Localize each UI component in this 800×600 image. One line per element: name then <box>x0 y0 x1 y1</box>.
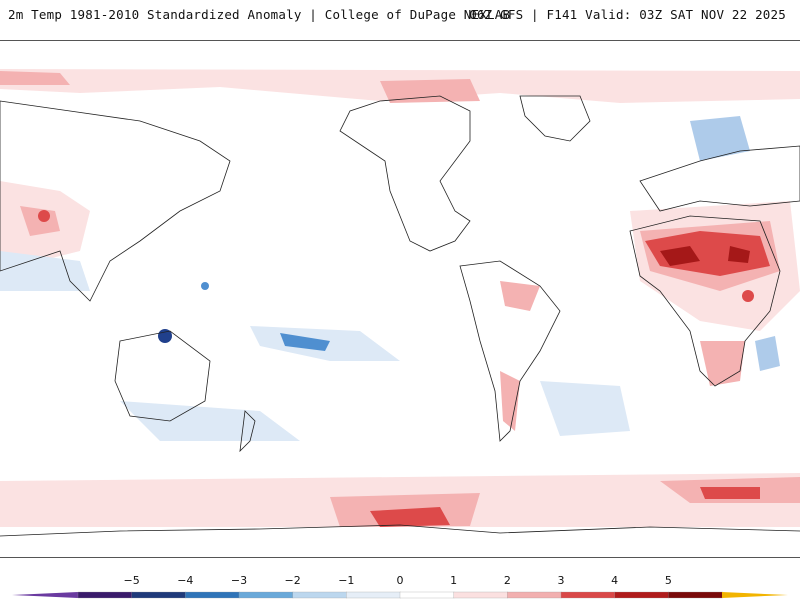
pacific-cold-spot <box>201 282 209 290</box>
colorbar-segment <box>131 591 186 599</box>
coastlines <box>0 95 800 537</box>
africa-outline <box>629 215 781 387</box>
colorbar-segment <box>614 591 669 599</box>
title-bar: 2m Temp 1981-2010 Standardized Anomaly |… <box>0 0 800 30</box>
anomaly-shading <box>0 69 800 527</box>
colorbar-low-arrow <box>12 592 78 598</box>
antarctic-hot <box>370 487 760 527</box>
indian-ocean-cold <box>0 251 90 291</box>
north-america-outline <box>339 95 471 252</box>
colorbar-segment <box>77 591 133 599</box>
arctic-warm-core <box>0 71 480 103</box>
patagonia-warm <box>500 371 520 431</box>
europe-outline <box>639 145 800 212</box>
map-canvas <box>0 69 800 537</box>
colorbar-tick-label: 0 <box>397 574 404 587</box>
colorbar-tick-label: −5 <box>124 574 140 587</box>
asia-outline <box>0 100 231 302</box>
asia-warm-core <box>20 206 60 236</box>
colorbar-tick-label: −3 <box>231 574 247 587</box>
atlantic-cold <box>540 381 630 436</box>
colorbar-tick-label: −2 <box>285 574 301 587</box>
map-title: 2m Temp 1981-2010 Standardized Anomaly |… <box>8 7 511 22</box>
antarctica-outline <box>0 524 800 537</box>
pacific-cold-3 <box>120 401 300 441</box>
colorbar-segment <box>560 591 616 599</box>
australia-outline <box>114 330 211 422</box>
south-america-warm <box>500 281 540 311</box>
colorbar-tick-label: −4 <box>177 574 193 587</box>
colorbar-segment <box>453 591 508 599</box>
colorbar-high-arrow <box>722 592 788 598</box>
colorbar-legend: −5 −4 −3 −2 −1 0 1 2 3 4 5 <box>0 570 800 600</box>
colorbar-segment <box>292 591 347 599</box>
colorbar-tick-label: 1 <box>450 574 457 587</box>
new-zealand-outline <box>239 410 256 453</box>
colorbar-tick-label: 5 <box>665 574 672 587</box>
anomaly-map[interactable] <box>0 40 800 558</box>
colorbar-segment <box>507 591 562 599</box>
greenland-outline <box>519 95 591 142</box>
colorbar-svg: −5 −4 −3 −2 −1 0 1 2 3 4 5 <box>12 574 788 599</box>
colorbar-tick-label: −1 <box>338 574 354 587</box>
colorbar-segment <box>238 591 294 599</box>
colorbar-segment <box>346 591 401 599</box>
south-africa-warm <box>700 341 745 386</box>
colorbar-tick-label: 2 <box>504 574 511 587</box>
east-africa-hot-spot <box>742 290 754 302</box>
scandinavia-cold <box>690 116 750 161</box>
colorbar-segment <box>185 591 240 599</box>
colorbar-segment <box>399 591 455 599</box>
colorbar-tick-label: 3 <box>558 574 565 587</box>
antarctic-warm-mid <box>330 477 800 527</box>
africa-hot-core <box>660 246 750 266</box>
colorbar-segment <box>668 591 723 599</box>
south-america-outline <box>459 260 561 442</box>
model-run-label: 06Z GFS | F141 Valid: 03Z SAT NOV 22 202… <box>469 7 786 22</box>
pacific-cold-2 <box>280 333 330 351</box>
colorbar-tick-label: 4 <box>611 574 618 587</box>
madagascar-cold <box>755 336 780 371</box>
asia-hot-spot <box>38 210 50 222</box>
